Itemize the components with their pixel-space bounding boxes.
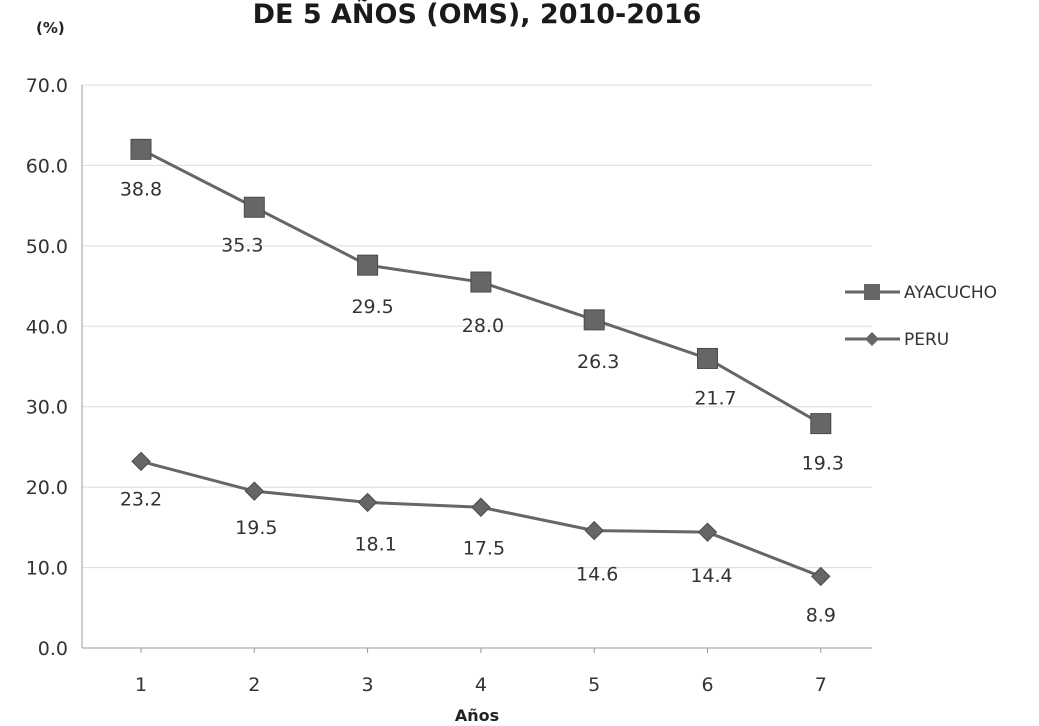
x-tick-label: 2	[248, 674, 260, 696]
y-tick-label: 10.0	[26, 558, 68, 580]
x-tick-label: 6	[701, 674, 713, 696]
peru-data-label: 17.5	[463, 537, 505, 559]
peru-marker	[811, 566, 831, 587]
ayacucho-marker	[470, 271, 492, 293]
peru-marker	[584, 520, 604, 541]
y-tick-label: 20.0	[26, 477, 68, 499]
legend: AYACUCHO PERU	[845, 283, 997, 350]
peru-data-label: 23.2	[120, 488, 162, 510]
x-tick-label: 3	[362, 674, 374, 696]
x-tick-label: 4	[475, 674, 487, 696]
ayacucho-marker	[810, 413, 832, 435]
x-axis-label: Años	[455, 706, 499, 725]
ayacucho-data-label: 28.0	[462, 315, 504, 337]
ayacucho-marker	[130, 138, 152, 160]
peru-data-label: 19.5	[235, 517, 277, 539]
ayacucho-marker	[357, 254, 379, 276]
peru-marker	[131, 451, 151, 472]
peru-marker	[471, 497, 491, 517]
peru-data-label: 18.1	[354, 533, 396, 555]
peru-marker	[357, 492, 378, 513]
peru-data-label: 8.9	[806, 604, 836, 626]
x-tick-label: 1	[135, 674, 147, 696]
ayacucho-data-label: 29.5	[351, 296, 393, 318]
legend-label: PERU	[904, 330, 949, 350]
y-tick-label: 40.0	[26, 316, 68, 338]
ayacucho-marker	[583, 309, 605, 331]
chart-title: DE 5 AÑOS (OMS), 2010-2016	[253, 0, 702, 30]
y-tick-label: 60.0	[26, 155, 68, 177]
peru-marker	[697, 522, 718, 542]
x-tick-labels: 1 2 3 4 5 6 7	[135, 674, 827, 696]
x-tick-label: 5	[588, 674, 600, 696]
series-layer	[130, 138, 832, 587]
y-tick-labels: 0.0 10.0 20.0 30.0 40.0 50.0 60.0 70.0	[26, 75, 68, 660]
ayacucho-data-label: 26.3	[577, 351, 619, 373]
x-tick-label: 7	[815, 674, 827, 696]
data-labels: 38.8 35.3 29.5 28.0 26.3 21.7 19.3 23.2 19.5 18.1…	[120, 178, 844, 626]
y-tick-label: 70.0	[26, 75, 68, 97]
y-tick-label: 50.0	[26, 236, 68, 258]
legend-marker	[864, 284, 880, 300]
peru-data-label: 14.6	[576, 564, 618, 586]
legend-marker	[865, 332, 879, 346]
ayacucho-marker	[697, 347, 718, 369]
gridlines	[81, 84, 872, 653]
ayacucho-marker	[243, 196, 265, 218]
legend-label: AYACUCHO	[904, 283, 997, 303]
ayacucho-data-label: 21.7	[694, 387, 736, 409]
ayacucho-data-label: 35.3	[221, 234, 263, 256]
peru-marker	[244, 481, 265, 501]
y-axis-unit: (%)	[36, 19, 65, 37]
ayacucho-data-label: 19.3	[802, 453, 844, 475]
y-tick-label: 30.0	[26, 397, 68, 419]
ayacucho-data-label: 38.8	[120, 178, 162, 200]
peru-data-label: 14.4	[690, 565, 732, 587]
y-tick-label: 0.0	[38, 638, 68, 660]
